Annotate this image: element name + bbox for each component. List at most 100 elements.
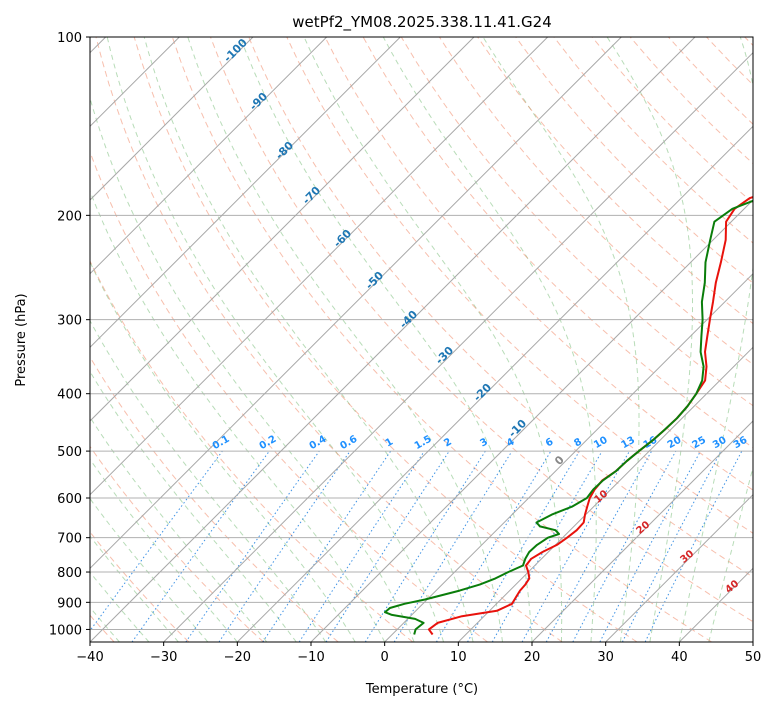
isotherm-gridline <box>384 272 753 642</box>
dry-adiabat <box>95 37 563 642</box>
moist-adiabat <box>90 458 238 642</box>
x-tick-label: 0 <box>381 650 389 665</box>
x-tick-label: −30 <box>150 650 177 665</box>
mixing-ratio-line <box>572 450 677 642</box>
plot-frame <box>89 36 754 643</box>
dry-adiabat-label: 30 <box>679 548 697 565</box>
x-axis: −40 −30 −20 −10 0 10 20 30 40 50 <box>76 642 761 665</box>
mixing-ratio-label: 6 <box>544 436 556 449</box>
mixing-ratio-labels: 0.1 0.2 0.4 0.6 1 1.5 2 3 4 6 8 10 13 16 20 25 30 36 <box>211 434 750 452</box>
isotherm-label: -40 <box>397 308 420 331</box>
dry-adiabat <box>210 37 753 623</box>
y-axis: 100 200 300 400 500 600 700 800 900 1000 <box>49 31 90 638</box>
mixing-ratio-label: 0.4 <box>308 434 329 452</box>
y-tick-label: 900 <box>57 596 82 611</box>
mixing-ratio-line <box>393 450 513 642</box>
mixing-ratio-label: 4 <box>505 436 517 449</box>
mixing-ratio-label: 20 <box>666 435 684 452</box>
mixing-ratio-line <box>298 450 425 642</box>
mixing-ratio-line <box>131 450 270 642</box>
dry-adiabat <box>591 37 753 204</box>
moist-adiabat <box>239 37 533 642</box>
chart-title: wetPf2_YM08.2025.338.11.41.G24 <box>292 13 551 32</box>
isotherm-label: -20 <box>471 381 494 404</box>
x-tick-label: 20 <box>524 650 541 665</box>
isotherm-gridline <box>531 420 753 642</box>
y-tick-label: 100 <box>57 31 82 46</box>
mixing-ratio-label: 8 <box>572 436 584 449</box>
isotherm-gridline <box>236 125 753 642</box>
dry-adiabat <box>133 37 638 642</box>
isotherm-gridline <box>457 346 753 642</box>
dry-adiabat <box>706 37 753 86</box>
dry-adiabat <box>171 37 712 642</box>
mixing-ratio-line <box>262 450 392 642</box>
mixing-ratio-label: 25 <box>691 435 709 452</box>
moist-adiabat <box>90 416 268 642</box>
y-axis-label: Pressure (hPa) <box>14 293 29 386</box>
isotherm-labels: -100-90-80-70-60-50-40-30-20-100 <box>221 37 567 468</box>
mixing-ratio-line <box>521 450 630 642</box>
mixing-ratio-label: 36 <box>732 435 750 452</box>
mixing-ratio-line <box>90 450 223 632</box>
moist-adiabat <box>482 37 640 642</box>
isotherm-label: -90 <box>247 90 270 113</box>
y-tick-label: 400 <box>57 388 82 403</box>
isotherm-gridline <box>90 37 254 201</box>
isotherm-gridline <box>90 37 549 496</box>
moist-adiabat <box>606 37 693 642</box>
mixing-ratio-line <box>185 450 320 642</box>
mixing-ratio-label: 13 <box>619 435 637 452</box>
isotherm-gridline <box>678 567 753 642</box>
isotherm-gridline <box>90 37 401 349</box>
x-tick-label: 10 <box>450 650 467 665</box>
isotherm-gridline <box>163 51 753 642</box>
x-tick-label: −20 <box>224 650 251 665</box>
x-tick-label: 50 <box>745 650 762 665</box>
isotherm-gridline <box>90 37 696 642</box>
dry-adiabat <box>90 356 339 642</box>
isotherm-gridline <box>310 199 753 642</box>
isotherm-label: -70 <box>300 184 323 207</box>
dry-adiabat <box>324 37 753 491</box>
mixing-ratio-line <box>364 450 486 642</box>
y-tick-label: 700 <box>57 532 82 547</box>
sounding-traces <box>384 195 753 636</box>
moist-adiabat <box>90 535 179 642</box>
moist-adiabat <box>143 37 474 642</box>
x-tick-label: 40 <box>671 650 688 665</box>
mixing-ratio-label: 0.1 <box>211 434 232 452</box>
mixing-ratio-line <box>218 450 351 642</box>
moist-adiabat <box>90 370 297 642</box>
x-axis-label: Temperature (°C) <box>365 682 478 697</box>
mixing-ratio-label: 0.2 <box>258 434 279 452</box>
x-tick-label: −40 <box>76 650 103 665</box>
moist-adiabat <box>187 37 503 642</box>
isotherm-gridline <box>90 37 328 275</box>
mixing-ratio-label: 3 <box>478 436 490 449</box>
moist-adiabat <box>90 260 356 642</box>
isotherm-label: -80 <box>273 139 296 162</box>
moist-adiabat <box>90 497 209 642</box>
dry-adiabat <box>515 37 753 284</box>
moist-adiabat <box>303 37 563 642</box>
mixing-ratio-line <box>644 450 743 642</box>
isotherm-gridline <box>605 493 753 642</box>
mixing-ratio-line <box>545 450 653 642</box>
mixing-ratio-label: 1 <box>384 436 396 449</box>
background-lines <box>90 37 753 642</box>
y-tick-label: 300 <box>57 314 82 329</box>
dry-adiabat <box>744 37 753 47</box>
mixing-ratio-line <box>325 450 450 642</box>
x-tick-label: −10 <box>297 650 324 665</box>
y-tick-label: 1000 <box>49 623 82 638</box>
moist-adiabat <box>106 37 445 642</box>
isotherm-label: 0 <box>552 453 567 468</box>
isotherm-label: -50 <box>363 269 386 292</box>
y-tick-label: 800 <box>57 566 82 581</box>
dry-adiabat <box>90 259 414 642</box>
dry-adiabat <box>286 37 753 534</box>
dry-adiabat-label: 40 <box>724 578 742 595</box>
isotherm-gridline <box>90 37 622 570</box>
